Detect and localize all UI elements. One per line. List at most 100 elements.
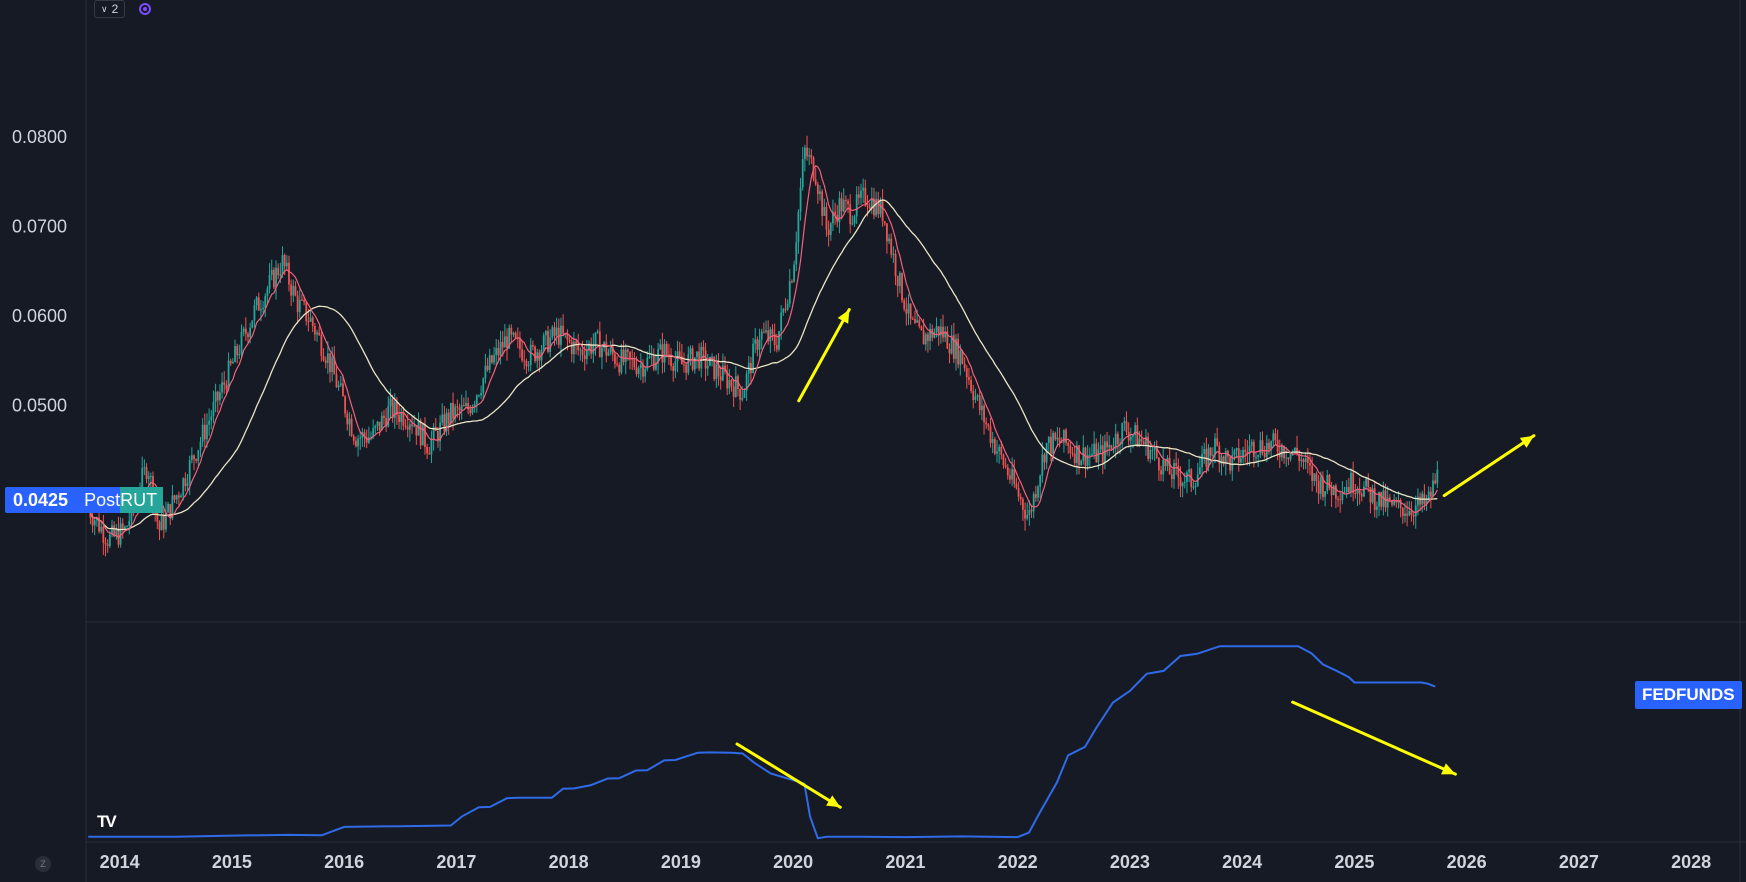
candle-body	[231, 362, 234, 364]
candle-body	[851, 223, 854, 225]
candle-body	[1246, 451, 1249, 455]
candle-body	[674, 361, 677, 371]
candle-body	[1347, 486, 1350, 493]
candle-body	[1328, 474, 1331, 489]
candle-body	[199, 441, 202, 451]
candle-body	[208, 420, 211, 425]
candle-body	[616, 363, 618, 365]
x-tick-label: 2020	[773, 852, 813, 872]
candle-body	[305, 302, 308, 322]
candle-body	[577, 343, 580, 351]
candle-body	[726, 371, 729, 389]
candle-body	[169, 503, 172, 519]
x-tick-label: 2019	[661, 852, 701, 872]
candle-body	[782, 308, 785, 313]
candle-body	[482, 378, 485, 394]
candle-body	[1019, 496, 1022, 500]
candle-body	[1298, 453, 1301, 462]
candle-body	[875, 199, 878, 216]
candle-body	[270, 269, 273, 276]
candle-body	[462, 405, 465, 407]
candle-body	[1211, 454, 1214, 456]
candle-body	[378, 421, 381, 431]
candle-body	[398, 415, 400, 422]
candle-body	[1097, 449, 1100, 463]
sync-icon[interactable]	[139, 3, 152, 15]
candle-body	[1376, 506, 1378, 510]
candle-body	[294, 286, 297, 296]
candle-body	[242, 328, 245, 332]
candle-body	[1140, 438, 1143, 442]
candle-body	[249, 327, 252, 338]
candle-body	[983, 405, 985, 423]
candle-body	[313, 325, 316, 335]
candle-body	[542, 335, 545, 350]
x-tick-label: 2024	[1222, 852, 1262, 872]
candle-body	[337, 385, 340, 388]
candle-body	[799, 187, 802, 212]
candle-body	[225, 384, 228, 390]
candle-body	[598, 331, 601, 358]
candle-body	[825, 207, 828, 230]
candle-body	[1371, 488, 1374, 503]
candle-body	[905, 309, 908, 314]
candle-body	[98, 517, 100, 532]
candle-body	[387, 405, 390, 427]
candle-body	[939, 326, 942, 336]
candle-body	[946, 331, 949, 349]
candle-body	[219, 392, 221, 401]
candle-body	[1002, 454, 1005, 466]
candle-body	[849, 204, 852, 225]
candle-body	[579, 349, 582, 351]
tradingview-logo[interactable]: TV	[97, 812, 117, 831]
candle-body	[1386, 497, 1389, 508]
candle-body	[1149, 450, 1152, 459]
candle-body	[637, 368, 640, 374]
candle-body	[367, 437, 370, 443]
candle-body	[506, 336, 508, 349]
candle-body	[1313, 473, 1316, 482]
candle-body	[534, 346, 536, 361]
candle-body	[1367, 478, 1370, 488]
candle-body	[240, 331, 243, 354]
candle-body	[1028, 509, 1031, 515]
candle-body	[821, 191, 824, 216]
candle-body	[1095, 443, 1098, 463]
candle-body	[430, 439, 433, 455]
candle-body	[1341, 493, 1344, 501]
collapse-panes-button[interactable]: ∨ 2	[94, 0, 126, 18]
candle-body	[1311, 465, 1314, 482]
candle-body	[415, 425, 418, 436]
candle-body	[195, 459, 198, 461]
candle-body	[1322, 477, 1324, 497]
candle-body	[965, 368, 968, 378]
candle-body	[324, 360, 327, 363]
candle-body	[739, 388, 742, 400]
candle-body	[544, 331, 547, 336]
candle-body	[847, 200, 849, 205]
candle-body	[836, 214, 839, 223]
candle-body	[419, 420, 422, 446]
candle-body	[1332, 485, 1335, 496]
candle-body	[1296, 447, 1298, 454]
candle-body	[916, 320, 919, 323]
candle-body	[1434, 480, 1437, 484]
candle-body	[700, 346, 703, 369]
candle-body	[1056, 437, 1059, 440]
candle-body	[1160, 470, 1162, 475]
y-tick-label: 0.0800	[12, 127, 67, 147]
candle-body	[622, 349, 625, 363]
candle-body	[1071, 452, 1074, 454]
candle-body	[1365, 478, 1368, 487]
candle-body	[145, 467, 148, 479]
candle-body	[247, 333, 249, 338]
candle-body	[115, 528, 118, 536]
timezone-icon[interactable]: Z	[35, 856, 51, 872]
candle-body	[538, 352, 541, 361]
arrow-shaft	[797, 308, 851, 403]
candle-body	[100, 526, 103, 532]
time-axis: 2014 2015 2016 2017 2018 2019 2020 2021 2022 2023…	[100, 852, 1711, 872]
candle-body	[296, 295, 299, 313]
candle-body	[765, 330, 767, 333]
